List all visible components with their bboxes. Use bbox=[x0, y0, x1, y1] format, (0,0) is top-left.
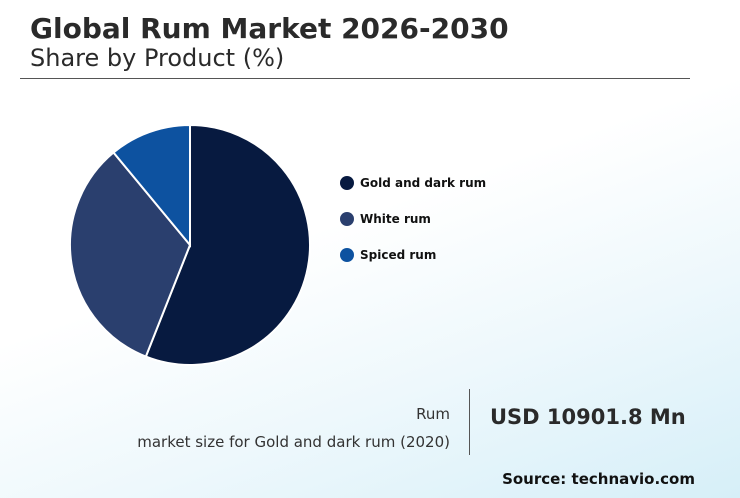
legend-swatch bbox=[340, 212, 354, 226]
pie-slice-spiced-rum bbox=[112, 123, 191, 248]
legend-item-gold-dark-rum: Gold and dark rum bbox=[340, 174, 486, 192]
pie-slice-white-rum bbox=[69, 151, 192, 358]
market-size-caption-line2: market size for Gold and dark rum (2020) bbox=[137, 433, 450, 451]
legend-label: Gold and dark rum bbox=[360, 176, 487, 190]
chart-title: Global Rum Market 2026-2030 bbox=[30, 12, 509, 45]
chart-subtitle: Share by Product (%) bbox=[30, 44, 285, 72]
pie-chart bbox=[69, 123, 311, 366]
legend-item-white-rum: White rum bbox=[340, 210, 486, 228]
stat-divider bbox=[469, 389, 470, 455]
market-size-caption: Rum market size for Gold and dark rum (2… bbox=[137, 400, 450, 456]
legend: Gold and dark rum White rum Spiced rum bbox=[340, 174, 486, 282]
legend-label: White rum bbox=[360, 212, 431, 226]
source-credit: Source: technavio.com bbox=[502, 470, 695, 488]
market-size-caption-line1: Rum bbox=[416, 405, 450, 423]
title-divider bbox=[20, 78, 690, 79]
legend-item-spiced-rum: Spiced rum bbox=[340, 246, 486, 264]
legend-label: Spiced rum bbox=[360, 248, 437, 262]
market-size-value: USD 10901.8 Mn bbox=[490, 405, 686, 429]
pie-slice-gold-dark-rum bbox=[144, 123, 311, 366]
legend-swatch bbox=[340, 248, 354, 262]
legend-swatch bbox=[340, 176, 354, 190]
